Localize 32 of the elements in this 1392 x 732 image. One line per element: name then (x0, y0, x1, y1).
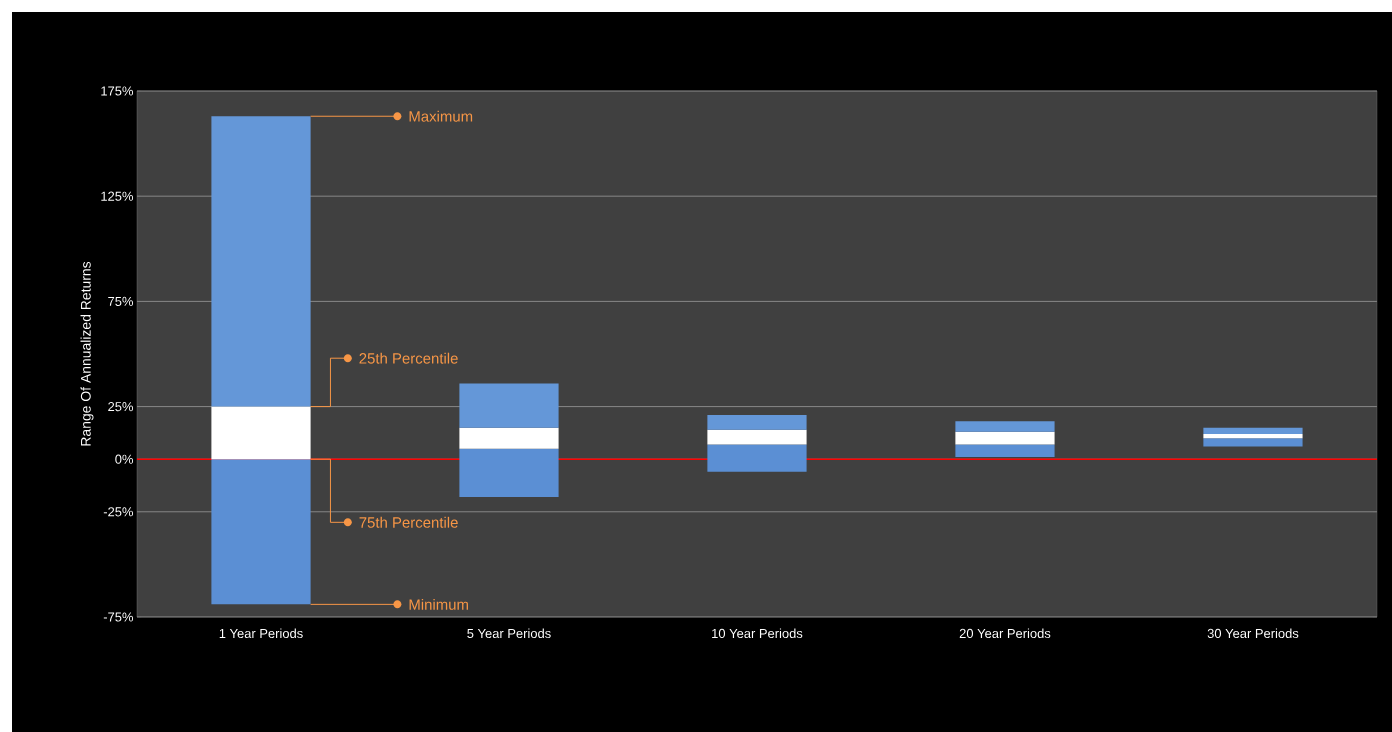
y-tick-label: 175% (101, 86, 134, 96)
y-tick-label: -75% (103, 612, 134, 622)
bar (707, 444, 807, 472)
x-tick-label: 30 Year Periods (1207, 628, 1299, 639)
y-axis-title: Range Of Annualized Returns (80, 261, 94, 446)
bar (459, 427, 559, 449)
y-tick-label: 25% (108, 402, 134, 412)
x-tick-label: 1 Year Periods (219, 628, 303, 639)
bar (707, 415, 807, 430)
bar (1203, 433, 1303, 439)
annotation: Maximum (409, 110, 473, 122)
bar (707, 429, 807, 445)
bar (1203, 427, 1303, 434)
x-tick-label: 20 Year Periods (959, 628, 1051, 639)
bar (955, 421, 1055, 432)
bar (459, 448, 559, 498)
annotation: 75th Percentile (359, 516, 458, 528)
bar (459, 383, 559, 428)
bar (211, 116, 311, 407)
annotation: Minimum (409, 598, 468, 610)
y-tick-label: 0% (115, 454, 134, 464)
bar (211, 406, 311, 460)
y-tick-label: 75% (108, 296, 134, 306)
annotation: 25th Percentile (359, 352, 458, 364)
bar (955, 431, 1055, 445)
bar (955, 444, 1055, 458)
y-tick-label: 125% (101, 191, 134, 201)
y-tick-label: -25% (103, 507, 134, 517)
x-tick-label: 10 Year Periods (712, 628, 803, 639)
bar (1203, 438, 1303, 447)
bar (211, 459, 311, 605)
x-tick-label: 5 Year Periods (467, 628, 551, 639)
